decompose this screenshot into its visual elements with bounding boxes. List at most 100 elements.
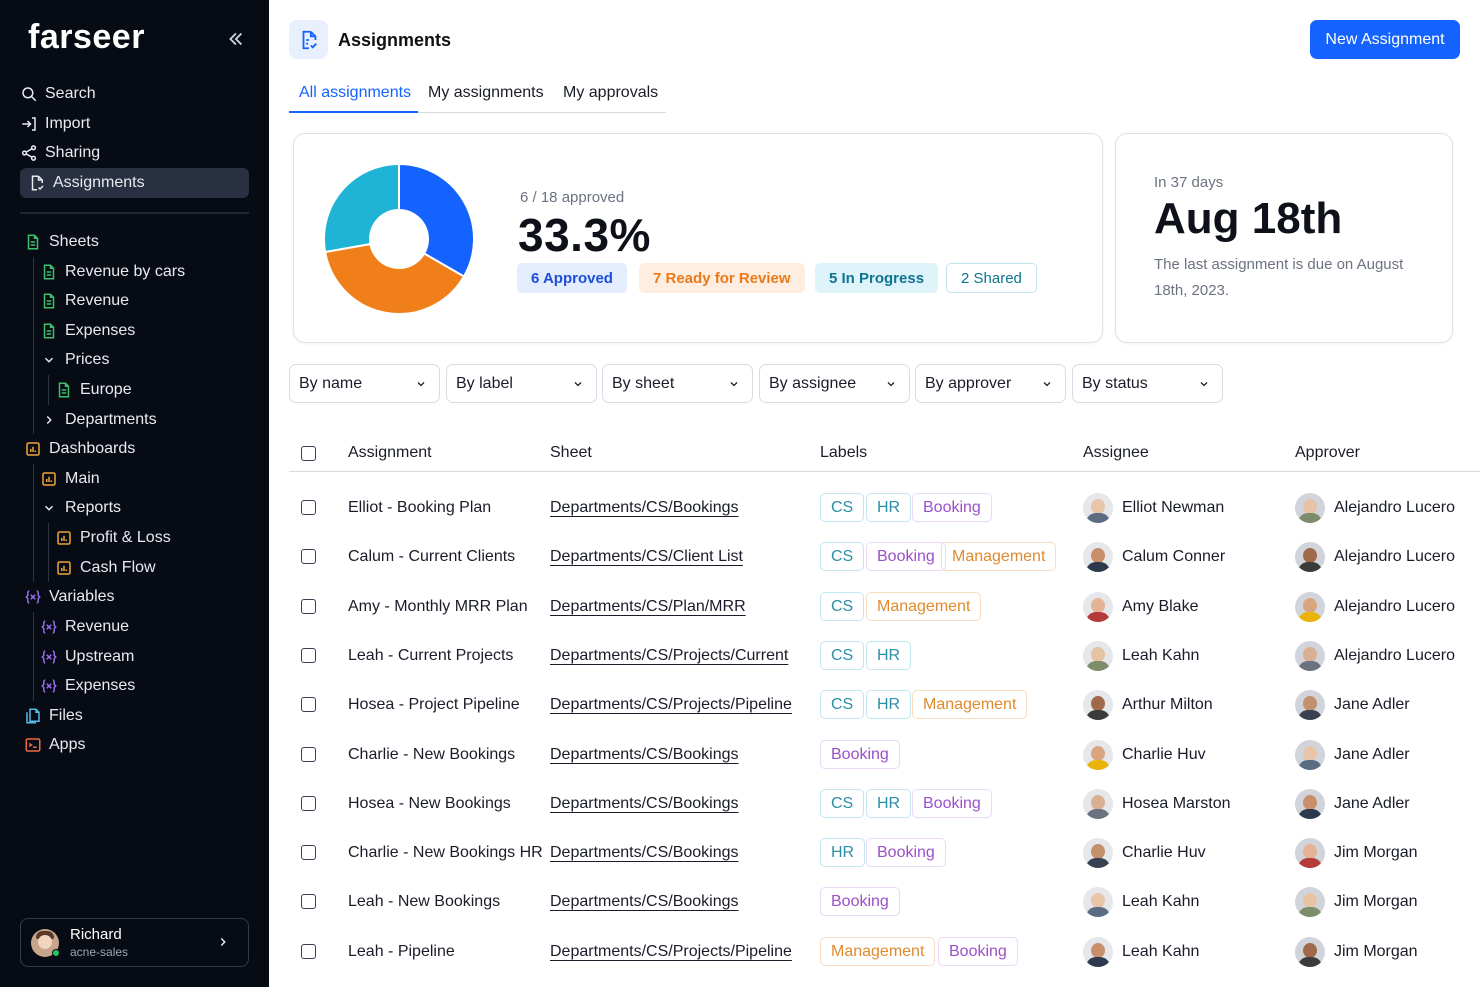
label-tag[interactable]: Booking (866, 542, 946, 571)
sidebar-item-var-expenses[interactable]: Expenses (40, 671, 249, 701)
label-tag[interactable]: CS (820, 592, 865, 621)
sidebar-item-expenses[interactable]: Expenses (40, 316, 249, 346)
label-tag[interactable]: HR (820, 838, 866, 867)
sidebar-item-main[interactable]: Main (40, 464, 249, 494)
assignment-name[interactable]: Hosea - Project Pipeline (348, 696, 520, 713)
tab-my-approvals[interactable]: My approvals (563, 84, 659, 101)
sidebar-item-prices[interactable]: Prices (40, 345, 249, 375)
sidebar-item-sheets[interactable]: Sheets (24, 227, 253, 257)
sheet-link[interactable]: Departments/CS/Plan/MRR (550, 598, 746, 615)
row-checkbox[interactable] (301, 549, 316, 564)
sheet-link[interactable]: Departments/CS/Bookings (550, 499, 739, 516)
label-tag[interactable]: Booking (912, 789, 992, 818)
assignment-name[interactable]: Charlie - New Bookings (348, 746, 516, 763)
assignment-name[interactable]: Leah - New Bookings (348, 893, 501, 910)
column-header-approver[interactable]: Approver (1295, 444, 1360, 461)
column-header-assignee[interactable]: Assignee (1083, 444, 1149, 461)
tab-my-assignments[interactable]: My assignments (428, 84, 544, 101)
shared-badge[interactable]: 2 Shared (946, 263, 1037, 293)
label-tag[interactable]: Booking (820, 887, 900, 916)
sidebar-item-var-revenue[interactable]: Revenue (40, 612, 249, 642)
column-header-labels[interactable]: Labels (820, 444, 868, 461)
sidebar-item-profit-loss[interactable]: Profit & Loss (55, 523, 249, 553)
sidebar-item-upstream[interactable]: Upstream (40, 642, 249, 672)
row-checkbox[interactable] (301, 796, 316, 811)
label-tag[interactable]: Management (820, 937, 936, 966)
assignment-name[interactable]: Hosea - New Bookings (348, 795, 511, 812)
new-assignment-button[interactable]: New Assignment (1310, 20, 1460, 59)
sidebar-item-sharing[interactable]: Sharing (20, 138, 249, 168)
chevron-right-icon[interactable] (42, 413, 56, 427)
filter-by-assignee[interactable]: By assignee (759, 364, 910, 403)
assignment-name[interactable]: Leah - Current Projects (348, 647, 514, 664)
column-header-assignment[interactable]: Assignment (348, 444, 432, 461)
filter-by-approver[interactable]: By approver (915, 364, 1066, 403)
label-tag[interactable]: Management (866, 592, 982, 621)
label-tag[interactable]: Booking (866, 838, 946, 867)
filter-by-status[interactable]: By status (1072, 364, 1223, 403)
approved-badge[interactable]: 6 Approved (517, 263, 627, 293)
row-checkbox[interactable] (301, 599, 316, 614)
label-tag[interactable]: Management (941, 542, 1057, 571)
chevron-down-icon[interactable] (42, 353, 56, 367)
select-all-checkbox[interactable] (301, 446, 316, 461)
sidebar-item-search[interactable]: Search (20, 79, 249, 109)
donut-slice-approved[interactable] (398, 164, 474, 278)
sidebar-item-dashboards[interactable]: Dashboards (24, 434, 253, 464)
assignment-name[interactable]: Charlie - New Bookings HR (348, 844, 543, 861)
sheet-link[interactable]: Departments/CS/Bookings (550, 746, 739, 763)
label-tag[interactable]: CS (820, 641, 865, 670)
sidebar-item-apps[interactable]: Apps (24, 730, 253, 760)
sidebar-item-cash-flow[interactable]: Cash Flow (55, 553, 249, 583)
label-tag[interactable]: HR (866, 789, 912, 818)
collapse-sidebar-icon[interactable] (224, 28, 246, 50)
user-profile-card[interactable]: Richard acne-sales (20, 918, 249, 967)
sheet-link[interactable]: Departments/CS/Client List (550, 548, 743, 565)
sheet-link[interactable]: Departments/CS/Bookings (550, 844, 739, 861)
label-tag[interactable]: HR (866, 493, 912, 522)
sheet-link[interactable]: Departments/CS/Bookings (550, 795, 739, 812)
assignment-name[interactable]: Calum - Current Clients (348, 548, 516, 565)
label-tag[interactable]: CS (820, 789, 865, 818)
sheet-link[interactable]: Departments/CS/Projects/Pipeline (550, 696, 792, 713)
assignment-name[interactable]: Elliot - Booking Plan (348, 499, 492, 516)
sidebar-item-revenue-by-cars[interactable]: Revenue by cars (40, 257, 249, 287)
sidebar-item-files[interactable]: Files (24, 701, 253, 731)
sidebar-item-departments[interactable]: Departments (40, 405, 249, 435)
filter-by-label[interactable]: By label (446, 364, 597, 403)
label-tag[interactable]: CS (820, 493, 865, 522)
farseer-logo[interactable]: farseer (28, 18, 145, 56)
row-checkbox[interactable] (301, 944, 316, 959)
donut-slice-ready-for-review[interactable] (324, 242, 466, 314)
label-tag[interactable]: CS (820, 690, 865, 719)
tab-all-assignments[interactable]: All assignments (299, 84, 412, 101)
row-checkbox[interactable] (301, 747, 316, 762)
row-checkbox[interactable] (301, 648, 316, 663)
in-progress-badge[interactable]: 5 In Progress (815, 263, 939, 293)
row-checkbox[interactable] (301, 845, 316, 860)
label-tag[interactable]: HR (866, 641, 912, 670)
sidebar-item-variables[interactable]: Variables (24, 582, 253, 612)
donut-slice-in-progress[interactable] (324, 164, 400, 254)
sheet-link[interactable]: Departments/CS/Bookings (550, 893, 739, 910)
sidebar-item-import[interactable]: Import (20, 109, 249, 139)
sidebar-item-assignments[interactable]: Assignments (20, 168, 249, 198)
sheet-link[interactable]: Departments/CS/Projects/Current (550, 647, 789, 664)
chevron-down-icon[interactable] (42, 501, 56, 515)
label-tag[interactable]: Booking (912, 493, 992, 522)
ready-for-review-badge[interactable]: 7 Ready for Review (639, 263, 805, 293)
label-tag[interactable]: CS (820, 542, 865, 571)
sidebar-item-europe[interactable]: Europe (55, 375, 249, 405)
label-tag[interactable]: Management (912, 690, 1028, 719)
filter-by-sheet[interactable]: By sheet (602, 364, 753, 403)
assignment-name[interactable]: Amy - Monthly MRR Plan (348, 598, 528, 615)
sidebar-item-revenue[interactable]: Revenue (40, 286, 249, 316)
sheet-link[interactable]: Departments/CS/Projects/Pipeline (550, 943, 792, 960)
label-tag[interactable]: HR (866, 690, 912, 719)
assignment-name[interactable]: Leah - Pipeline (348, 943, 455, 960)
sidebar-item-reports[interactable]: Reports (40, 493, 249, 523)
row-checkbox[interactable] (301, 894, 316, 909)
row-checkbox[interactable] (301, 500, 316, 515)
column-header-sheet[interactable]: Sheet (550, 444, 592, 461)
label-tag[interactable]: Booking (938, 937, 1018, 966)
